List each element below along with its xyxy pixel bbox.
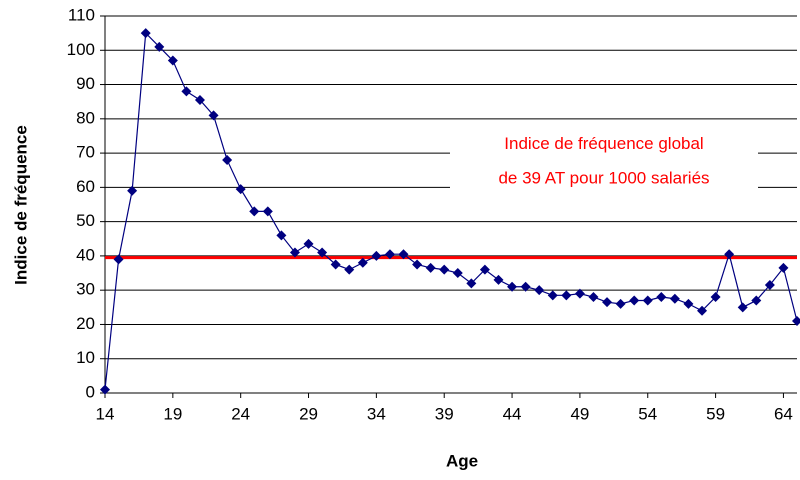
- y-tick-label: 10: [76, 348, 95, 367]
- marker: [479, 264, 490, 275]
- marker: [669, 293, 680, 304]
- y-tick-label: 20: [76, 314, 95, 333]
- marker: [466, 278, 477, 289]
- marker: [588, 292, 599, 303]
- x-tick-label: 34: [367, 404, 386, 423]
- marker: [412, 259, 423, 270]
- x-axis-label: Age: [446, 451, 478, 470]
- marker: [317, 247, 328, 258]
- marker: [642, 295, 653, 306]
- x-tick-label: 29: [299, 404, 318, 423]
- marker: [724, 249, 735, 260]
- marker: [507, 281, 518, 292]
- marker: [127, 185, 138, 196]
- annotation: de 39 AT pour 1000 salariés: [498, 168, 709, 187]
- marker: [764, 280, 775, 291]
- marker: [384, 249, 395, 260]
- marker: [276, 230, 287, 241]
- y-tick-label: 90: [76, 74, 95, 93]
- marker: [574, 288, 585, 299]
- marker: [751, 295, 762, 306]
- marker: [208, 110, 219, 121]
- marker: [222, 154, 233, 165]
- marker: [100, 384, 110, 395]
- marker: [534, 285, 545, 296]
- y-tick-label: 70: [76, 143, 95, 162]
- marker: [167, 55, 178, 66]
- y-tick-label: 80: [76, 108, 95, 127]
- marker: [683, 298, 694, 309]
- marker: [113, 254, 124, 265]
- marker: [181, 86, 192, 97]
- marker: [547, 290, 558, 301]
- marker: [737, 302, 748, 313]
- marker: [439, 264, 450, 275]
- x-tick-label: 39: [435, 404, 454, 423]
- marker: [289, 247, 300, 258]
- marker: [615, 298, 626, 309]
- y-tick-label: 0: [86, 382, 95, 401]
- marker: [602, 297, 613, 308]
- y-tick-label: 40: [76, 245, 95, 264]
- y-axis-label: Indice de fréquence: [11, 125, 30, 285]
- marker: [262, 206, 273, 217]
- x-tick-label: 64: [774, 404, 793, 423]
- marker: [520, 281, 531, 292]
- x-tick-label: 19: [163, 404, 182, 423]
- x-tick-label: 49: [570, 404, 589, 423]
- marker: [194, 94, 205, 105]
- marker: [249, 206, 260, 217]
- series-line: [104, 31, 798, 390]
- annotation-bg: [450, 130, 758, 193]
- y-tick-label: 100: [67, 40, 95, 59]
- y-tick-label: 60: [76, 177, 95, 196]
- marker: [493, 274, 504, 285]
- marker: [140, 28, 151, 39]
- marker: [561, 290, 572, 301]
- y-tick-label: 30: [76, 280, 95, 299]
- marker: [629, 295, 640, 306]
- marker: [330, 259, 341, 270]
- marker: [697, 305, 708, 316]
- marker: [344, 264, 355, 275]
- marker: [303, 238, 314, 249]
- marker: [357, 257, 368, 268]
- marker: [710, 292, 721, 303]
- x-tick-label: 54: [638, 404, 657, 423]
- marker: [154, 41, 165, 52]
- x-tick-label: 14: [96, 404, 115, 423]
- y-tick-label: 110: [68, 5, 95, 24]
- marker: [425, 262, 436, 273]
- marker: [235, 184, 246, 195]
- y-tick-label: 50: [76, 211, 95, 230]
- marker: [792, 316, 800, 327]
- marker: [452, 268, 463, 279]
- marker: [398, 249, 409, 260]
- annotation: Indice de fréquence global: [504, 134, 703, 153]
- marker: [778, 262, 789, 273]
- x-tick-label: 59: [706, 404, 725, 423]
- marker: [656, 292, 667, 303]
- x-tick-label: 24: [231, 404, 250, 423]
- x-tick-label: 44: [503, 404, 522, 423]
- marker: [371, 250, 382, 261]
